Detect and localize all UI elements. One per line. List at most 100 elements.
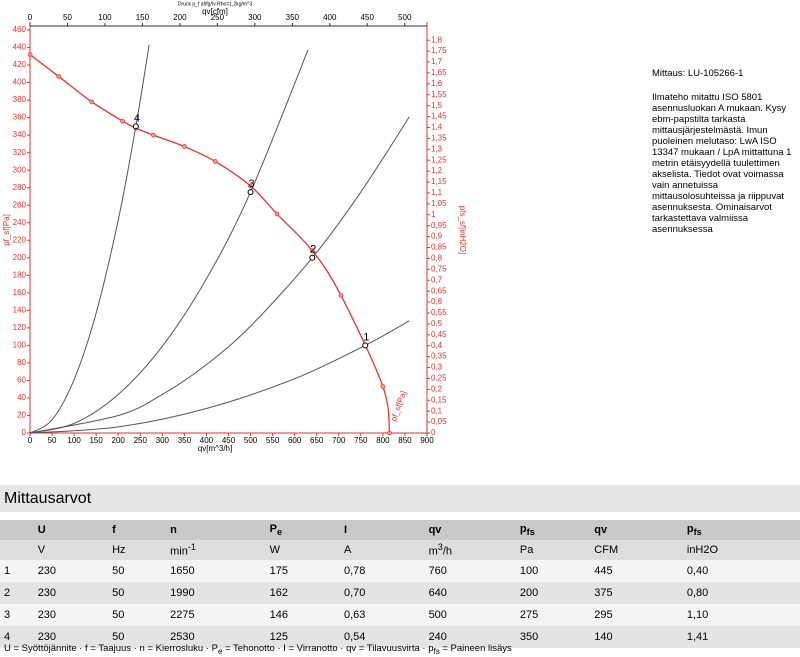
- table-cell: 295: [590, 604, 683, 626]
- y-tick-label: 280: [13, 183, 27, 192]
- table-cell: qv: [590, 520, 683, 540]
- table-cell: 140: [590, 626, 683, 648]
- table-row: 3 230 50 2275 146 0,63 500 275 295 1,10: [0, 604, 800, 626]
- section-title: Mittausarvot: [0, 485, 800, 512]
- cell-sup: 3: [437, 542, 443, 553]
- table-cell: 146: [265, 604, 340, 626]
- x-tick-label: 550: [266, 436, 280, 445]
- footer-text: fs: [433, 646, 440, 656]
- x2-tick-label: 350: [286, 13, 300, 22]
- y-tick-label: 300: [13, 165, 27, 174]
- x-tick-label: 500: [244, 436, 258, 445]
- cell-sub: fs: [693, 527, 702, 538]
- footer-text: = Paineen lisäys: [439, 643, 512, 654]
- x2-tick-label: 300: [248, 13, 262, 22]
- point-marker: [387, 430, 392, 436]
- table-cell: 3: [0, 604, 34, 626]
- x2-tick-label: 100: [98, 13, 112, 22]
- info-text: Ilmateho mitattu ISO 5801 asennusluokan …: [652, 92, 792, 235]
- table-cell: 240: [424, 626, 516, 648]
- y2-tick-label: 1,35: [431, 134, 447, 143]
- operating-point-label: 2: [310, 244, 316, 256]
- table-cell: 230: [33, 626, 109, 648]
- y2-axis-title: pfs_sf[inH2O]: [458, 206, 467, 254]
- y-tick-label: 160: [13, 288, 27, 297]
- table-cell: 200: [515, 582, 591, 604]
- y2-tick-label: 1,75: [431, 46, 447, 55]
- point-marker: [274, 211, 280, 217]
- table-row: 1 230 50 1650 175 0,78 760 100 445 0,40: [0, 560, 800, 582]
- operating-point: [247, 189, 254, 196]
- table-cell: 50: [108, 604, 167, 626]
- x-tick-label: 700: [332, 436, 346, 445]
- y-tick-label: 400: [13, 78, 27, 87]
- y2-tick-label: 1,5: [431, 101, 443, 110]
- point-marker: [151, 132, 156, 138]
- x2-tick-label: 500: [398, 13, 412, 22]
- table-row: 2 230 50 1990 162 0,70 640 200 375 0,80: [0, 582, 800, 604]
- table-cell: 445: [590, 560, 683, 582]
- table-cell: 2: [0, 582, 34, 604]
- y2-tick-label: 0,2: [431, 384, 443, 393]
- table-cell: 1: [0, 560, 34, 582]
- x-tick-label: 200: [112, 436, 126, 445]
- y-tick-label: 260: [13, 200, 27, 209]
- table-cell: pfs: [515, 520, 591, 540]
- y-tick-label: 460: [13, 25, 27, 34]
- y-tick-label: 100: [13, 341, 27, 350]
- y-tick-label: 20: [17, 411, 26, 420]
- footer-text: e: [217, 646, 223, 656]
- series-line: [29, 49, 309, 434]
- operating-point-label: 1: [363, 331, 369, 343]
- chart-title: Druck p_f af/fg/tv Rho=1,2kg/m^3: [178, 1, 252, 7]
- chart: 0204060801001201401601802002202402602803…: [2, 1, 467, 453]
- operating-point-label: 4: [134, 112, 140, 124]
- table-cell: V: [33, 540, 109, 560]
- y-tick-label: 380: [13, 95, 27, 104]
- point-marker: [212, 159, 218, 164]
- table-cell: I: [339, 520, 425, 540]
- table-cell: 162: [265, 582, 340, 604]
- x-tick-label: 800: [376, 436, 390, 445]
- x-tick-label: 50: [48, 436, 57, 445]
- operating-point: [362, 342, 369, 349]
- point-marker: [248, 183, 253, 189]
- table-cell: 50: [108, 582, 167, 604]
- x-tick-label: 450: [222, 436, 236, 445]
- x-tick-label: 300: [156, 436, 170, 445]
- y2-tick-label: 0,55: [431, 308, 447, 317]
- cell-text: p: [686, 522, 694, 535]
- y-tick-label: 0: [22, 428, 27, 437]
- table-cell: 0,63: [339, 604, 425, 626]
- operating-point: [309, 254, 316, 261]
- cell-text: /h: [442, 545, 453, 558]
- table-cell: min-1: [166, 540, 266, 560]
- table-cell: 4: [0, 626, 34, 648]
- x2-tick-label: 200: [173, 13, 187, 22]
- x-tick-label: 400: [200, 436, 214, 445]
- table-cell: 50: [108, 626, 167, 648]
- table-cell: 0,78: [339, 560, 425, 582]
- footer-text: = Tehonotto · I = Virranotto · qv = Tila…: [222, 643, 434, 654]
- y2-tick-label: 1,15: [431, 177, 447, 186]
- series-line: [29, 320, 410, 434]
- point-marker: [27, 52, 33, 57]
- y2-tick-label: 0,05: [431, 417, 447, 426]
- table-cell: 1990: [166, 582, 266, 604]
- cell-text: P: [269, 522, 277, 535]
- y2-tick-label: 1,6: [431, 79, 443, 88]
- table-cell: qv: [424, 520, 516, 540]
- x2-axis-title: qv[cfm]: [202, 7, 228, 16]
- y2-tick-label: 0,4: [431, 341, 443, 350]
- y2-tick-label: 0,95: [431, 221, 447, 230]
- y-tick-label: 140: [13, 305, 27, 314]
- table-cell: 275: [515, 604, 591, 626]
- cell-text: m: [428, 545, 438, 558]
- table-cell: W: [265, 540, 340, 560]
- table-cell: Pa: [515, 540, 591, 560]
- x2-tick-label: 150: [136, 13, 150, 22]
